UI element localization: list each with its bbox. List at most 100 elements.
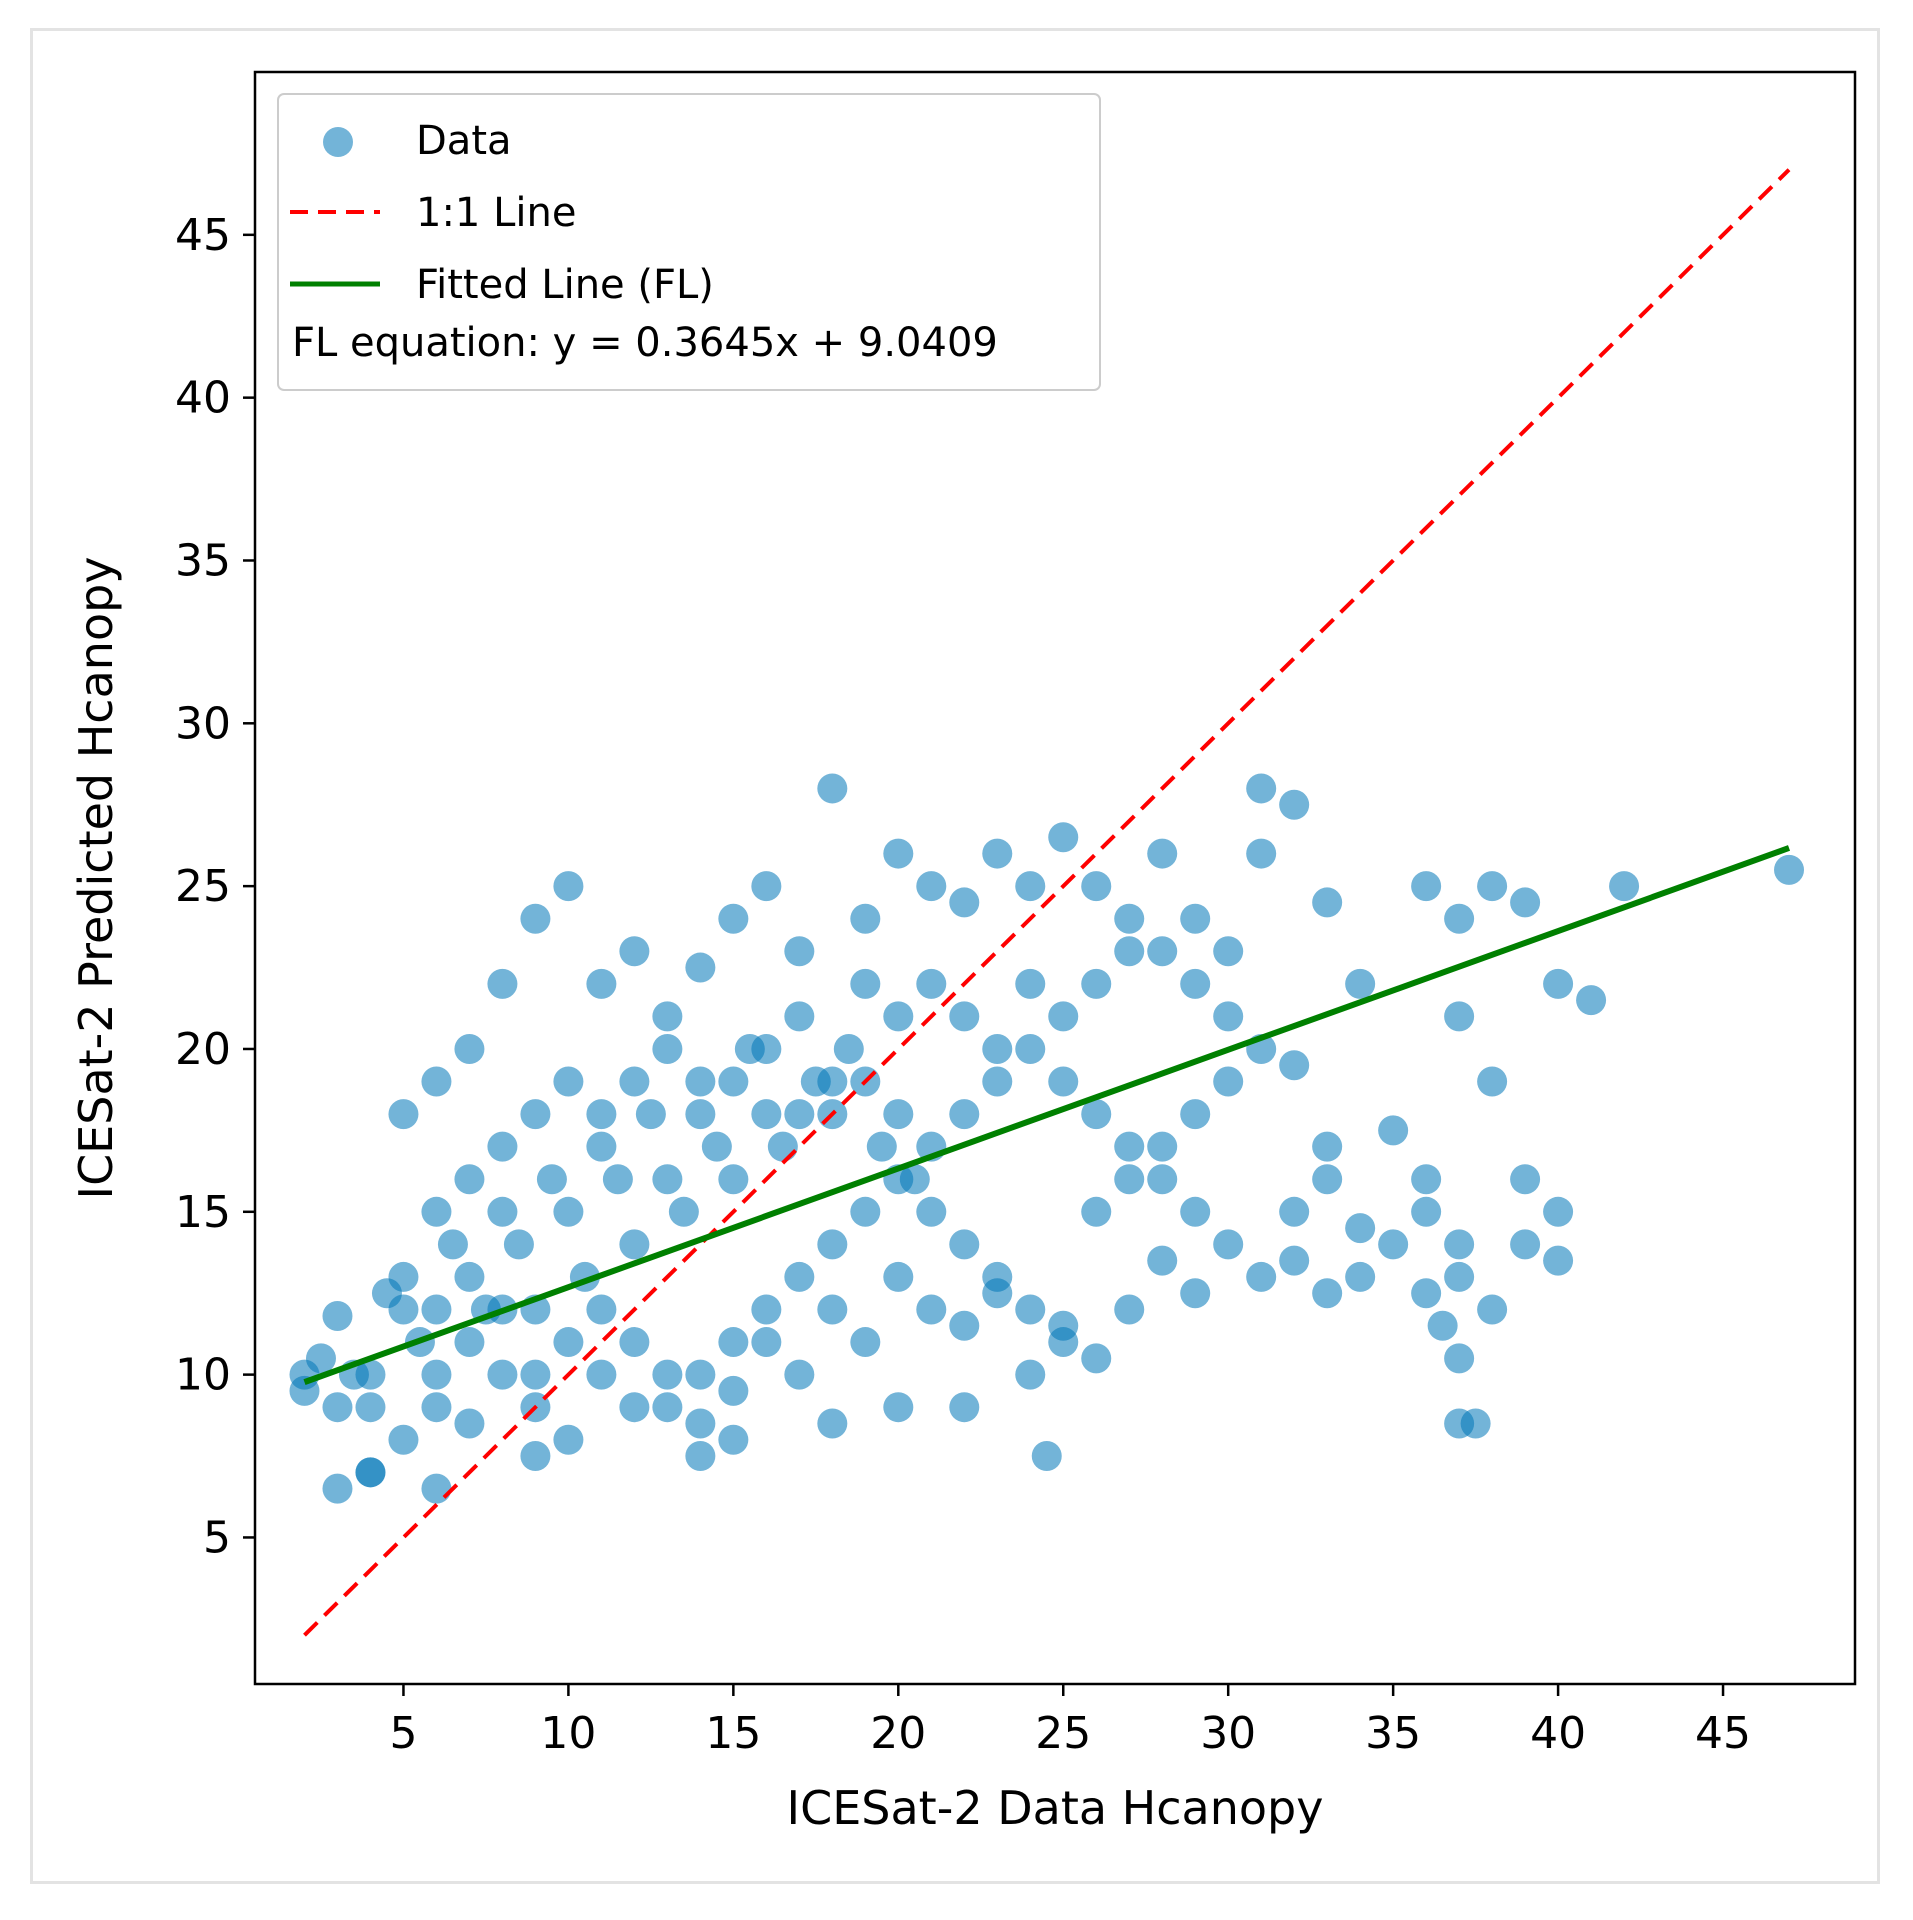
data-point <box>553 1424 584 1455</box>
data-point <box>652 1033 683 1064</box>
data-point <box>388 1261 419 1292</box>
data-point <box>685 952 716 983</box>
data-point <box>619 1066 650 1097</box>
x-tick-label: 5 <box>389 1708 417 1759</box>
data-point <box>520 903 551 934</box>
data-point <box>487 968 518 999</box>
data-point <box>454 1408 485 1439</box>
y-tick-label: 5 <box>203 1512 231 1563</box>
data-point <box>1147 838 1178 869</box>
reference-lines <box>303 168 1791 1637</box>
data-point <box>1180 903 1211 934</box>
data-point <box>322 1301 353 1332</box>
data-point <box>949 1001 980 1032</box>
data-point <box>1048 1001 1079 1032</box>
data-point <box>1081 1099 1112 1130</box>
data-point <box>982 1033 1013 1064</box>
data-point <box>949 1310 980 1341</box>
data-point <box>1180 1099 1211 1130</box>
data-point <box>586 1294 617 1325</box>
data-point <box>1180 1196 1211 1227</box>
data-point <box>1114 936 1145 967</box>
data-point <box>1213 1066 1244 1097</box>
data-point <box>949 887 980 918</box>
data-point <box>751 1033 782 1064</box>
legend-label-one-to-one: 1:1 Line <box>416 190 576 236</box>
data-point <box>1114 903 1145 934</box>
data-point <box>520 1359 551 1390</box>
data-point <box>1015 1294 1046 1325</box>
data-point <box>1444 903 1475 934</box>
data-point <box>685 1408 716 1439</box>
data-point <box>1246 838 1277 869</box>
data-point <box>784 1099 815 1130</box>
data-point <box>1312 887 1343 918</box>
data-point <box>1081 968 1112 999</box>
data-point <box>1543 968 1574 999</box>
data-point <box>916 871 947 902</box>
data-point <box>784 1001 815 1032</box>
data-point <box>586 1359 617 1390</box>
data-point <box>421 1294 452 1325</box>
data-point <box>421 1392 452 1423</box>
legend-data-marker <box>323 127 353 157</box>
data-point <box>850 1327 881 1358</box>
data-point <box>833 1033 864 1064</box>
data-point <box>586 1099 617 1130</box>
data-point <box>586 1131 617 1162</box>
data-point <box>421 1066 452 1097</box>
data-point <box>883 1099 914 1130</box>
data-point <box>1510 1229 1541 1260</box>
data-point <box>1444 1001 1475 1032</box>
data-point <box>949 1229 980 1260</box>
data-point <box>1312 1278 1343 1309</box>
data-point <box>1609 871 1640 902</box>
data-point <box>619 1392 650 1423</box>
data-point <box>388 1424 419 1455</box>
data-point <box>1213 1229 1244 1260</box>
data-point <box>1114 1294 1145 1325</box>
data-point <box>685 1359 716 1390</box>
data-point <box>883 1261 914 1292</box>
data-point <box>1081 1343 1112 1374</box>
legend: Data 1:1 Line Fitted Line (FL) FL equati… <box>277 93 1101 391</box>
data-point <box>1279 1050 1310 1081</box>
data-point <box>1031 1441 1062 1472</box>
data-point <box>388 1099 419 1130</box>
legend-label-fitted-line: Fitted Line (FL) <box>416 262 714 308</box>
data-point <box>1015 968 1046 999</box>
data-point <box>421 1473 452 1504</box>
data-point <box>751 1099 782 1130</box>
data-point <box>1444 1343 1475 1374</box>
x-tick-label: 10 <box>540 1708 596 1759</box>
data-point <box>817 773 848 804</box>
y-tick-label: 20 <box>175 1024 231 1075</box>
data-point <box>454 1164 485 1195</box>
data-point <box>1510 887 1541 918</box>
data-point <box>652 1164 683 1195</box>
data-point <box>322 1473 353 1504</box>
data-point <box>421 1196 452 1227</box>
data-point <box>1081 871 1112 902</box>
data-point <box>1312 1131 1343 1162</box>
data-point <box>1378 1115 1409 1146</box>
data-point <box>1411 1278 1442 1309</box>
data-point <box>916 1196 947 1227</box>
data-point <box>784 936 815 967</box>
data-point <box>982 838 1013 869</box>
data-point <box>1015 1359 1046 1390</box>
data-point <box>454 1033 485 1064</box>
data-point <box>619 1229 650 1260</box>
legend-box <box>277 93 1101 391</box>
data-point <box>487 1359 518 1390</box>
data-point <box>652 1001 683 1032</box>
data-point <box>1279 789 1310 820</box>
data-point <box>1114 1164 1145 1195</box>
data-point <box>1345 968 1376 999</box>
y-tick-label: 35 <box>175 535 231 586</box>
x-axis-title: ICESat-2 Data Hcanopy <box>787 1781 1324 1835</box>
x-tick-label: 25 <box>1035 1708 1091 1759</box>
data-point <box>916 968 947 999</box>
data-point <box>1147 1164 1178 1195</box>
data-point <box>718 1327 749 1358</box>
